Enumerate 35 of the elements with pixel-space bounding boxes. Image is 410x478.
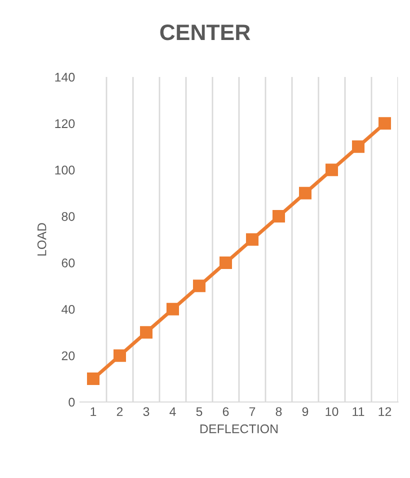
x-tick-label: 9 — [302, 407, 308, 416]
point — [378, 117, 391, 130]
point — [114, 349, 126, 362]
x-tick-label: 11 — [352, 407, 364, 416]
y-axis-title: LOAD — [37, 223, 46, 256]
x-tick-label: 8 — [276, 407, 282, 416]
y-tick-label: 40 — [62, 304, 75, 314]
point — [352, 140, 364, 153]
point — [220, 256, 232, 269]
chart-title: CENTER — [160, 24, 250, 40]
x-tick-label: 7 — [249, 407, 256, 416]
point — [272, 210, 285, 223]
x-tick-label: 10 — [326, 407, 338, 416]
point — [166, 302, 179, 316]
y-tick-label: 0 — [68, 398, 75, 407]
y-tick-label: 140 — [55, 72, 75, 82]
point — [326, 164, 338, 176]
point — [140, 326, 152, 339]
x-tick-label: 6 — [222, 407, 229, 416]
point — [193, 280, 206, 292]
y-tick-label: 20 — [62, 351, 75, 360]
x-tick-label: 4 — [170, 407, 176, 416]
x-tick-label: 5 — [196, 407, 202, 416]
x-tick-label: 3 — [143, 407, 150, 416]
point — [87, 372, 100, 386]
x-tick-label: 2 — [116, 407, 123, 416]
point — [299, 186, 312, 200]
point — [246, 233, 258, 246]
y-tick-label: 100 — [55, 166, 75, 175]
y-tick-label: 120 — [55, 119, 75, 128]
x-tick-label: 1 — [90, 407, 96, 416]
y-tick-label: 80 — [62, 212, 75, 221]
y-tick-label: 60 — [62, 258, 75, 268]
x-tick-label: 12 — [378, 407, 392, 416]
x-axis-title: DEFLECTION — [200, 424, 278, 434]
